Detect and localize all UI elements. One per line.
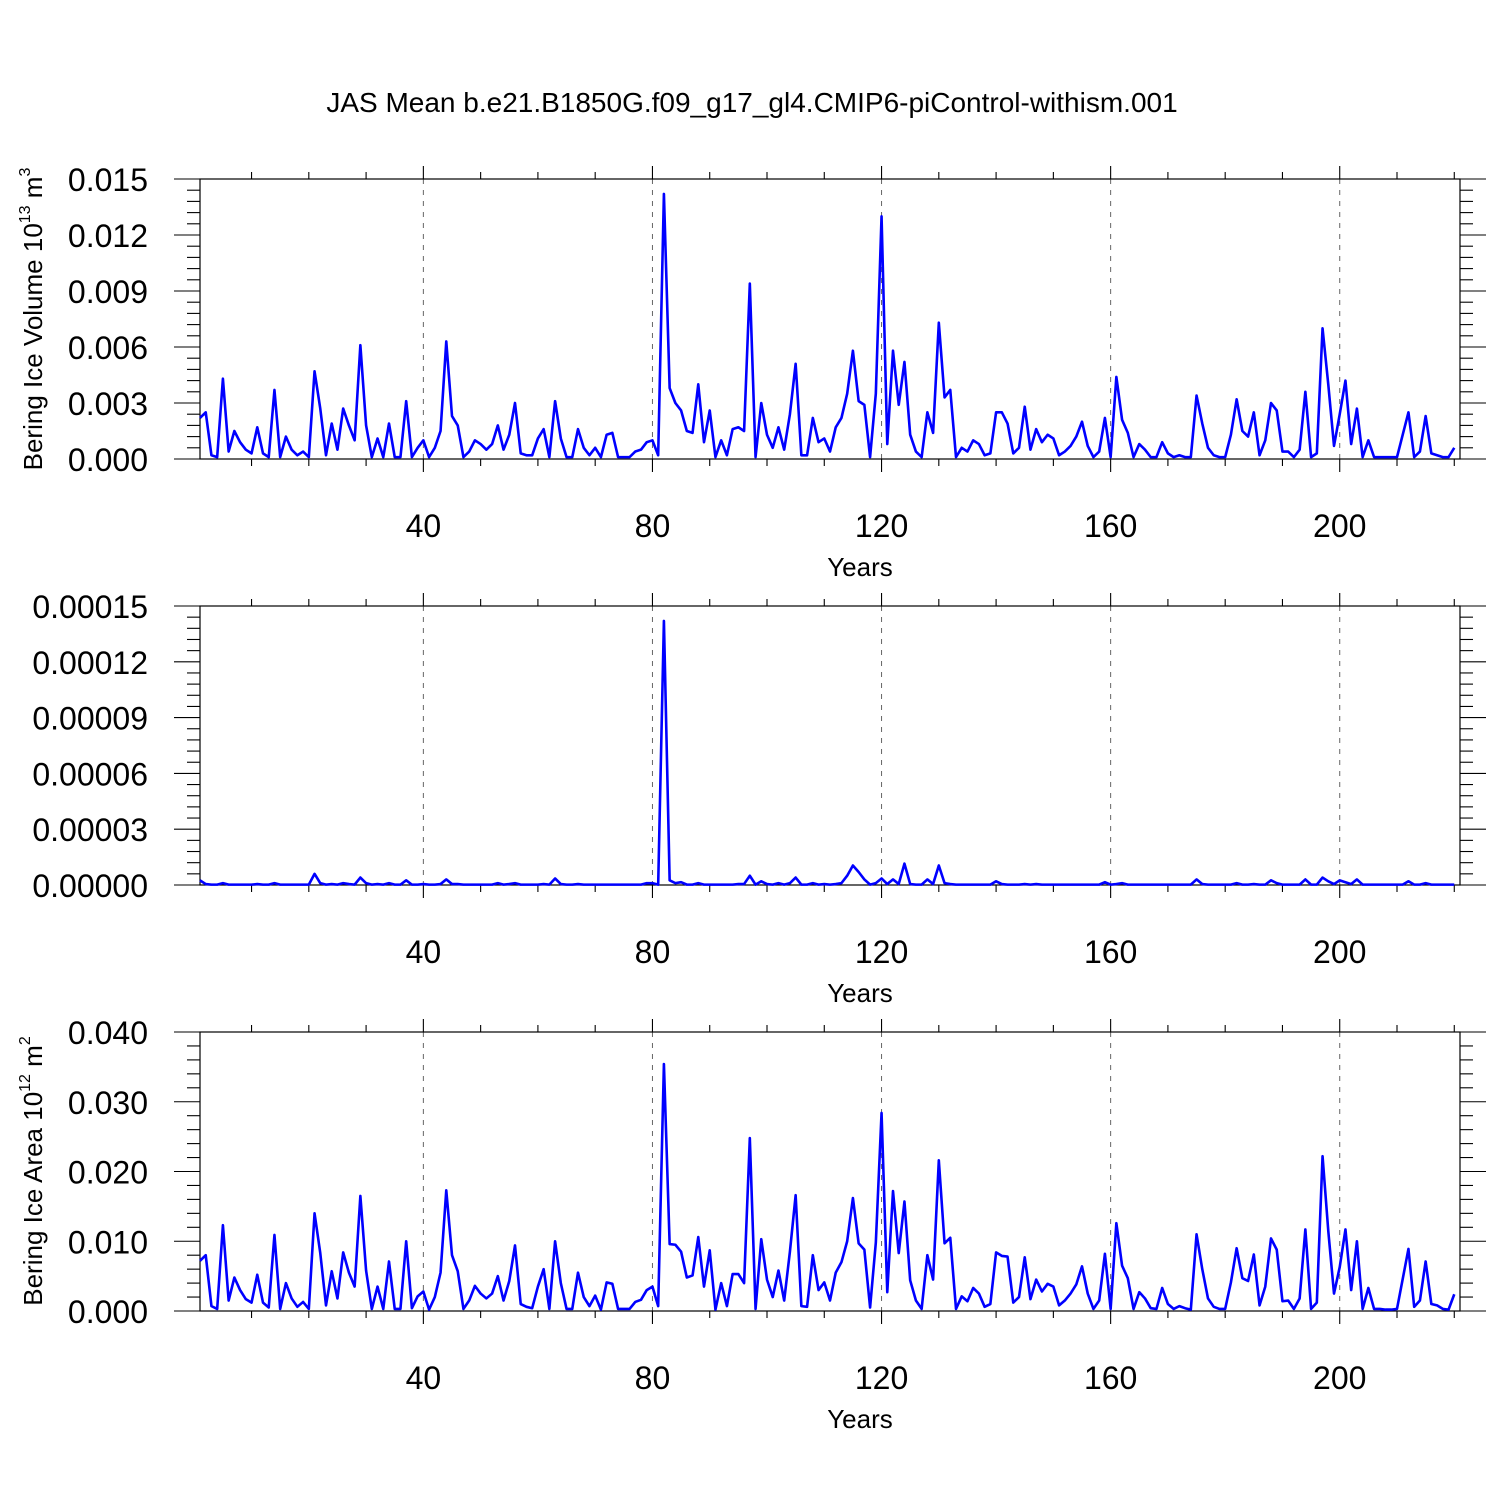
- chart-3-ylabel-unit-exponent: 2: [17, 1036, 34, 1045]
- chart-3-ylabel-unit: m: [18, 1045, 48, 1074]
- chart-2-frame: [199, 605, 1461, 886]
- chart-3-ytick-label: 0.030: [68, 1085, 148, 1121]
- chart-2-xtick-label: 160: [1084, 934, 1137, 970]
- chart-1-ytick-label: 0.006: [68, 330, 148, 366]
- chart-1-xtick-label: 200: [1313, 508, 1366, 544]
- chart-3-ytick-label: 0.040: [68, 1015, 148, 1051]
- chart-2-xlabel: Years: [827, 978, 893, 1008]
- chart-2-ytick-label: 0.00006: [32, 756, 148, 792]
- chart-1-ytick-label: 0.000: [68, 442, 148, 478]
- chart-1-ytick-label: 0.003: [68, 386, 148, 422]
- chart-2-ytick-label: 0.00003: [32, 812, 148, 848]
- chart-1-xtick-label: 80: [635, 508, 671, 544]
- chart-3: 40 80 120 160 200 0.000 0.010 0.020 0.030 0.040 Ye…: [17, 1015, 1486, 1434]
- chart-1-ylabel-unit: m: [18, 177, 48, 206]
- chart-3-ylabel-exponent: 12: [17, 1074, 34, 1092]
- chart-1-xtick-label: 120: [855, 508, 908, 544]
- chart-2-ytick-label: 0.00012: [32, 645, 148, 681]
- chart-3-xtick-label: 40: [406, 1360, 442, 1396]
- chart-3-xtick-label: 200: [1313, 1360, 1366, 1396]
- figure-title: JAS Mean b.e21.B1850G.f09_g17_gl4.CMIP6-…: [326, 87, 1177, 118]
- chart-1-ylabel-text: Bering Ice Volume 10: [18, 223, 48, 470]
- chart-3-ylabel-text: Bering Ice Area 10: [18, 1092, 48, 1306]
- chart-3-xtick-label: 120: [855, 1360, 908, 1396]
- chart-2-ytick-label: 0.00000: [32, 868, 148, 904]
- chart-2-xtick-label: 40: [406, 934, 442, 970]
- chart-1-xtick-label: 40: [406, 508, 442, 544]
- chart-3-ylabel: Bering Ice Area 1012 m2: [17, 1036, 48, 1306]
- chart-2-series-line: [199, 619, 1455, 886]
- chart-2-ytick-label: 0.00015: [32, 589, 148, 625]
- chart-3-series-line: [199, 1062, 1456, 1311]
- chart-3-ytick-label: 0.020: [68, 1155, 148, 1191]
- chart-1-series-line: [199, 192, 1456, 459]
- chart-1-ytick-label: 0.009: [68, 274, 148, 310]
- chart-2-xtick-label: 120: [855, 934, 908, 970]
- chart-3-xtick-label: 80: [635, 1360, 671, 1396]
- chart-3-xtick-label: 160: [1084, 1360, 1137, 1396]
- chart-1-xtick-label: 160: [1084, 508, 1137, 544]
- chart-1-ylabel-unit-exponent: 3: [17, 168, 34, 177]
- chart-2: 40 80 120 160 200 0.00000 0.00003 0.00006 0.0000…: [32, 589, 1486, 1008]
- panels: 40 80 120 160 200 0.000 0.003 0.006 0.009 0.012 0.…: [17, 162, 1486, 1434]
- chart-2-xtick-label: 80: [635, 934, 671, 970]
- chart-3-xlabel: Years: [827, 1404, 893, 1434]
- chart-1-ytick-label: 0.012: [68, 218, 148, 254]
- chart-1-ytick-label: 0.015: [68, 162, 148, 198]
- chart-3-ytick-label: 0.000: [68, 1294, 148, 1330]
- chart-2-ytick-label: 0.00009: [32, 701, 148, 737]
- chart-1-xlabel: Years: [827, 552, 893, 582]
- chart-3-ytick-label: 0.010: [68, 1224, 148, 1260]
- chart-1-frame: [199, 178, 1461, 460]
- chart-1: 40 80 120 160 200 0.000 0.003 0.006 0.009 0.012 0.…: [17, 162, 1486, 582]
- chart-1-ylabel-exponent: 13: [17, 205, 34, 223]
- chart-2-xtick-label: 200: [1313, 934, 1366, 970]
- chart-1-ylabel: Bering Ice Volume 1013 m3: [17, 168, 48, 471]
